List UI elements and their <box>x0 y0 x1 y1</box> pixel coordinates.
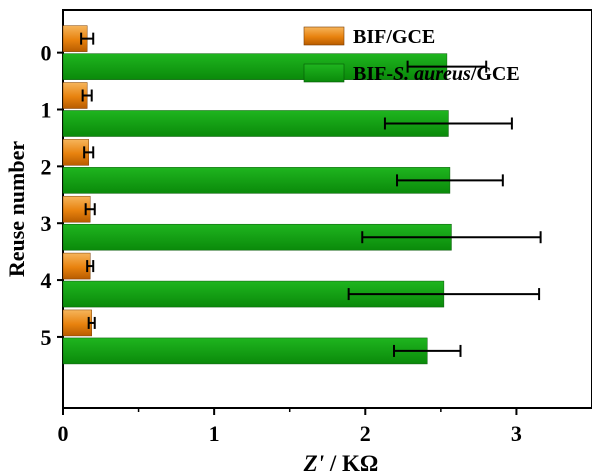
x-tick-label-3: 3 <box>511 421 522 446</box>
y-axis-title: Reuse number <box>4 141 29 278</box>
y-tick-label-1: 1 <box>41 98 52 123</box>
bar-s1-0 <box>62 53 448 80</box>
bar-s1-5 <box>62 337 428 365</box>
y-tick-label-2: 2 <box>41 154 52 179</box>
x-axis-title-symbol: Z' <box>303 451 324 475</box>
bar-s0-4 <box>62 252 91 280</box>
legend-label-bif-s-aureus-gce: BIF-S. aureus/GCE <box>353 63 520 85</box>
y-tick-label-4: 4 <box>41 268 52 293</box>
x-axis-title-unit: / KΩ <box>324 451 378 475</box>
x-tick-label-2: 2 <box>360 421 371 446</box>
legend-label-bif-gce: BIF/GCE <box>353 26 435 48</box>
legend-label-part-1: BIF- <box>353 63 393 85</box>
x-tick-label-0: 0 <box>58 421 69 446</box>
bar-s0-5 <box>62 309 92 337</box>
legend-swatch-bif-gce <box>303 26 345 46</box>
y-tick-label-5: 5 <box>41 325 52 350</box>
y-tick-label-3: 3 <box>41 211 52 236</box>
legend-swatch-bif-s-aureus-gce <box>303 63 345 83</box>
error-bars-layer <box>80 32 542 357</box>
x-axis-title: Z' / KΩ <box>303 451 379 475</box>
legend-label-part-2: S. aureus <box>393 63 471 85</box>
y-tick-label-0: 0 <box>41 41 52 66</box>
x-tick-label-1: 1 <box>209 421 220 446</box>
y-axis-ticks: 0 1 2 3 4 5 <box>41 41 63 350</box>
legend: BIF/GCE BIF-S. aureus/GCE <box>303 26 520 85</box>
bar-s1-2 <box>62 167 451 194</box>
x-axis-ticks: 0 1 2 3 <box>58 408 522 446</box>
legend-label-part-3: /GCE <box>470 63 520 85</box>
